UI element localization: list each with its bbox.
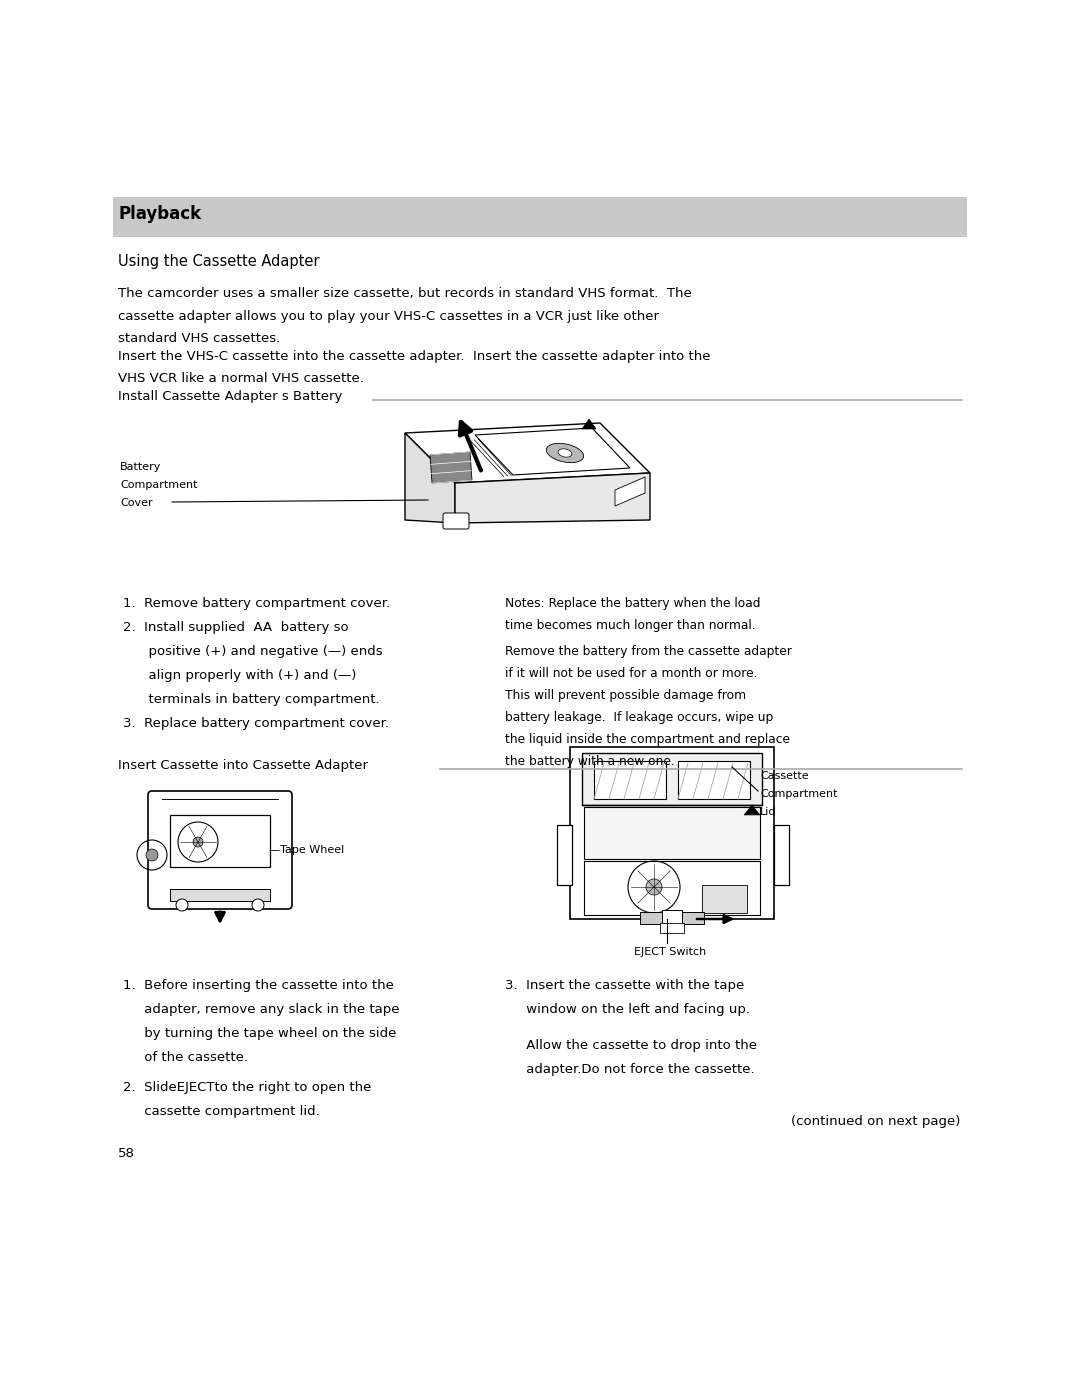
Circle shape — [252, 900, 264, 911]
Text: Install Cassette Adapter s Battery: Install Cassette Adapter s Battery — [118, 390, 342, 402]
Text: Cassette: Cassette — [760, 771, 809, 781]
FancyBboxPatch shape — [443, 513, 469, 529]
Polygon shape — [455, 474, 650, 522]
Text: Battery: Battery — [120, 462, 161, 472]
Polygon shape — [582, 419, 596, 429]
Polygon shape — [405, 433, 455, 522]
Text: VHS VCR like a normal VHS cassette.: VHS VCR like a normal VHS cassette. — [118, 373, 364, 386]
Text: Insert Cassette into Cassette Adapter: Insert Cassette into Cassette Adapter — [118, 759, 368, 773]
Text: window on the left and facing up.: window on the left and facing up. — [505, 1003, 750, 1016]
Bar — [660, 923, 684, 933]
Bar — [170, 814, 270, 868]
Text: The camcorder uses a smaller size cassette, but records in standard VHS format. : The camcorder uses a smaller size casset… — [118, 286, 692, 300]
Text: 3.  Replace battery compartment cover.: 3. Replace battery compartment cover. — [123, 717, 389, 731]
Text: by turning the tape wheel on the side: by turning the tape wheel on the side — [123, 1027, 396, 1039]
FancyBboxPatch shape — [113, 197, 967, 237]
Polygon shape — [475, 427, 630, 475]
Bar — [584, 861, 760, 915]
Bar — [557, 826, 572, 886]
Text: standard VHS cassettes.: standard VHS cassettes. — [118, 332, 280, 345]
Text: —Tape Wheel: —Tape Wheel — [269, 845, 345, 855]
Text: terminals in battery compartment.: terminals in battery compartment. — [123, 693, 380, 705]
Text: time becomes much longer than normal.: time becomes much longer than normal. — [505, 619, 756, 631]
Text: 58: 58 — [118, 1147, 135, 1160]
Text: adapter.Do not force the cassette.: adapter.Do not force the cassette. — [505, 1063, 755, 1076]
Polygon shape — [744, 805, 760, 814]
Bar — [662, 909, 681, 926]
Bar — [640, 912, 704, 923]
Text: the battery with a new one.: the battery with a new one. — [505, 754, 675, 768]
Circle shape — [146, 849, 158, 861]
FancyBboxPatch shape — [148, 791, 292, 909]
Text: 1.  Remove battery compartment cover.: 1. Remove battery compartment cover. — [123, 597, 390, 610]
Text: 1.  Before inserting the cassette into the: 1. Before inserting the cassette into th… — [123, 979, 394, 992]
Polygon shape — [430, 453, 472, 483]
Text: adapter, remove any slack in the tape: adapter, remove any slack in the tape — [123, 1003, 400, 1016]
Text: 2.  Install supplied  AA  battery so: 2. Install supplied AA battery so — [123, 622, 349, 634]
Bar — [582, 753, 762, 805]
Text: positive (+) and negative (—) ends: positive (+) and negative (—) ends — [123, 645, 382, 658]
Text: This will prevent possible damage from: This will prevent possible damage from — [505, 689, 746, 703]
Text: 2.  SlideEJECTto the right to open the: 2. SlideEJECTto the right to open the — [123, 1081, 372, 1094]
Polygon shape — [615, 476, 645, 506]
Circle shape — [176, 900, 188, 911]
Text: if it will not be used for a month or more.: if it will not be used for a month or mo… — [505, 666, 757, 680]
Bar — [164, 799, 276, 819]
Text: align properly with (+) and (—): align properly with (+) and (—) — [123, 669, 356, 682]
Polygon shape — [405, 423, 650, 483]
Text: Playback: Playback — [118, 205, 201, 224]
Text: Insert the VHS-C cassette into the cassette adapter.  Insert the cassette adapte: Insert the VHS-C cassette into the casse… — [118, 351, 711, 363]
Text: (continued on next page): (continued on next page) — [791, 1115, 960, 1127]
Text: Cover: Cover — [120, 497, 152, 509]
Text: Remove the battery from the cassette adapter: Remove the battery from the cassette ada… — [505, 645, 792, 658]
Text: EJECT Switch: EJECT Switch — [634, 947, 706, 957]
Bar — [584, 807, 760, 859]
Bar — [774, 826, 789, 886]
Text: of the cassette.: of the cassette. — [123, 1051, 248, 1065]
Text: 3.  Insert the cassette with the tape: 3. Insert the cassette with the tape — [505, 979, 744, 992]
Text: Allow the cassette to drop into the: Allow the cassette to drop into the — [505, 1039, 757, 1052]
Text: battery leakage.  If leakage occurs, wipe up: battery leakage. If leakage occurs, wipe… — [505, 711, 773, 724]
Ellipse shape — [546, 443, 583, 462]
Text: Compartment: Compartment — [120, 481, 198, 490]
Text: Lid: Lid — [760, 807, 777, 817]
Text: Notes: Replace the battery when the load: Notes: Replace the battery when the load — [505, 597, 760, 610]
Text: the liquid inside the compartment and replace: the liquid inside the compartment and re… — [505, 733, 789, 746]
Circle shape — [193, 837, 203, 847]
Ellipse shape — [558, 448, 572, 457]
Bar — [594, 761, 666, 799]
Bar — [678, 761, 750, 799]
Circle shape — [646, 879, 662, 895]
Text: Compartment: Compartment — [760, 789, 837, 799]
Text: cassette adapter allows you to play your VHS-C cassettes in a VCR just like othe: cassette adapter allows you to play your… — [118, 310, 659, 323]
Bar — [702, 886, 747, 914]
Bar — [170, 888, 270, 901]
Text: Using the Cassette Adapter: Using the Cassette Adapter — [118, 254, 320, 270]
Bar — [570, 747, 774, 919]
Text: cassette compartment lid.: cassette compartment lid. — [123, 1105, 320, 1118]
